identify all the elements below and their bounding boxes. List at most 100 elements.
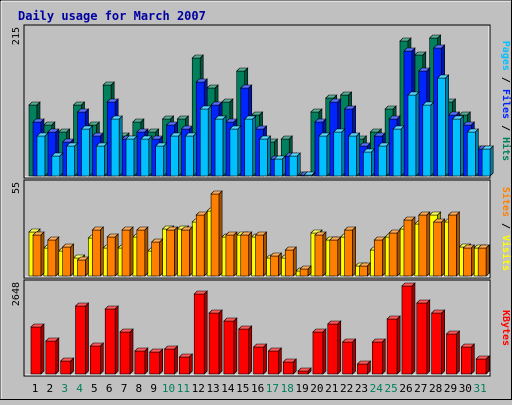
bar-pages-day-4 [80,125,94,177]
bar-kbytes-day-6-side [114,305,119,375]
bar-kbytes-day-2-side [55,337,60,375]
bar-sites-day-18 [284,246,297,277]
series-kbytes [30,282,490,375]
bar-kbytes-day-2-face [45,340,57,375]
bar-sites-day-29-face [448,214,457,277]
x-axis-day-labels: 1 2 3 4 5 6 7 8 9 10 11 12 13 14 15 16 17 18 19 20 21 22 23 24 2… [32,382,487,395]
bar-sites-day-10 [165,226,179,277]
bar-pages-day-25 [392,125,405,177]
bar-kbytes-day-22 [341,338,357,375]
bar-pages-day-20-face [318,135,328,177]
bar-pages-day-21-side [341,128,346,177]
bar-pages-day-29-side [460,115,464,177]
legend-hits: Hits [500,137,512,161]
bar-pages-day-21 [333,128,346,177]
bar-sites-day-3-side [70,243,74,277]
series-pages [36,74,494,177]
bar-pages-day-8-face [140,138,150,177]
bar-kbytes-day-21-side [337,320,342,375]
legend-separator: / [500,71,511,89]
bar-kbytes-day-15 [238,325,253,375]
bar-pages-day-13 [214,115,227,177]
bar-pages-day-23-face [363,151,372,177]
x-label-day-18: 18 [281,382,294,395]
bar-sites-day-25-side [396,229,401,277]
bar-kbytes-day-10-face [164,348,175,375]
legend-visits-sites: Sites / Visits [500,187,512,271]
bar-pages-day-24-face [377,145,387,177]
panel-hits-files-pages: 215 Pages / Files / Hits [11,24,512,179]
bar-kbytes-day-6-face [104,308,116,375]
bar-pages-day-24-side [385,142,390,177]
bar-sites-day-12 [195,211,208,277]
x-label-day-19: 19 [295,382,308,395]
bar-pages-day-31-side [489,145,494,177]
bar-pages-day-2 [51,152,64,177]
legend-sites: Sites [500,187,512,217]
bar-pages-day-23 [362,148,376,177]
bar-sites-day-18-face [284,249,294,277]
bar-kbytes-day-23 [356,360,372,375]
bar-sites-day-7-side [129,226,134,277]
bar-pages-day-26-side [415,91,420,177]
bar-pages-day-7-face [125,138,135,177]
bar-pages-day-11-side [193,132,197,177]
bar-pages-day-25-face [392,128,402,177]
bar-sites-day-9 [150,238,164,277]
bar-pages-day-1 [36,132,49,177]
bar-pages-day-17-face [274,158,283,177]
bar-sites-day-28-face [433,221,442,277]
bar-kbytes-day-26 [401,282,416,375]
bar-kbytes-day-14 [223,317,238,375]
bar-sites-day-30-side [471,244,475,277]
bar-pages-day-5-side [104,142,108,177]
bar-sites-day-18-side [292,246,297,277]
x-label-day-9: 9 [150,382,157,395]
bar-sites-day-13-side [218,190,223,277]
bar-kbytes-day-25-side [396,315,401,375]
bar-pages-day-12 [199,105,212,177]
bar-pages-day-27-face [422,104,432,177]
bar-pages-day-3-side [74,142,78,177]
bar-kbytes-day-18-side [292,358,297,375]
legend-kbytes: KBytes [500,310,511,346]
bar-kbytes-day-27-face [416,302,428,375]
bar-kbytes-day-17 [267,347,283,375]
bar-sites-day-25 [388,229,401,277]
bar-pages-day-1-face [36,135,46,177]
bar-kbytes-day-5-side [100,342,104,375]
bar-kbytes-day-15-side [248,325,253,375]
x-label-day-31: 31 [474,382,487,395]
y-max-label-visits-sites: 55 [11,182,22,194]
bar-pages-day-17-side [282,155,286,177]
bar-kbytes-day-8 [134,347,149,375]
bar-pages-day-16-face [259,138,268,177]
chart-title: Daily usage for March 2007 [18,9,206,23]
bar-sites-day-4-side [85,256,89,277]
bar-sites-day-8-side [144,226,149,277]
x-label-day-25: 25 [385,382,398,395]
bar-sites-day-2-side [55,236,60,277]
bar-sites-day-6 [106,233,119,277]
legend-hits-files-pages: Pages / Files / Hits [500,41,512,161]
bar-pages-day-17 [273,155,287,177]
bar-sites-day-7-face [121,229,131,277]
legend-files: Files [500,89,512,119]
bar-sites-day-5-side [100,226,104,277]
bar-kbytes-day-9-side [159,348,164,375]
bar-pages-day-21-face [333,131,343,177]
bar-sites-day-26-face [403,219,413,277]
series-sites [32,190,490,277]
bar-kbytes-day-19-face [297,370,309,375]
bar-kbytes-day-7 [119,328,134,375]
bar-kbytes-day-17-side [278,347,282,375]
bar-sites-day-3-face [62,246,71,277]
bar-kbytes-day-27-side [426,299,431,375]
bar-pages-day-29 [451,115,465,177]
x-label-day-11: 11 [177,382,190,395]
bar-sites-day-17-face [270,255,279,277]
bar-sites-day-13 [210,190,223,277]
bar-pages-day-1-side [44,132,49,177]
bar-sites-day-2 [47,236,60,277]
